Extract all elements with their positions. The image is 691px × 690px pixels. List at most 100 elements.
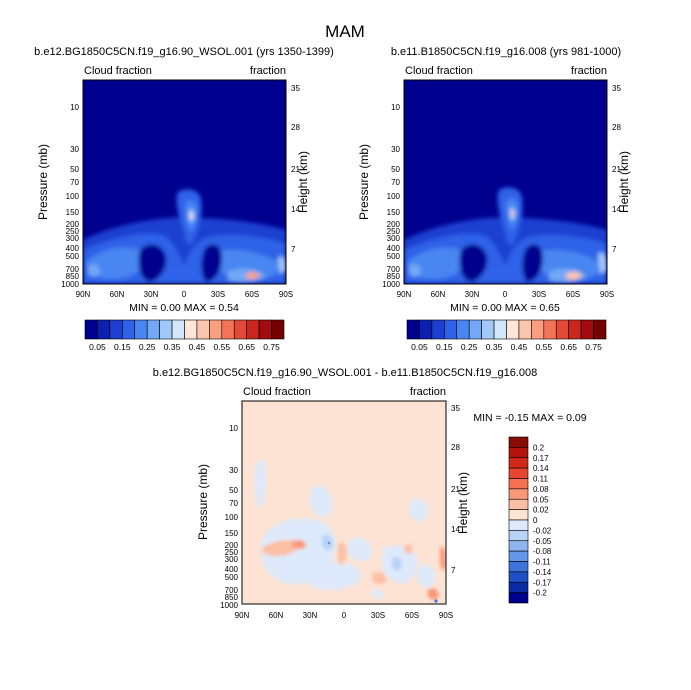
colorbar-label: 0.05 — [411, 342, 428, 352]
y-right-tick-14: 14 — [451, 525, 460, 534]
y-tick-400: 400 — [66, 244, 80, 253]
x-tick-60n: 60N — [110, 290, 125, 299]
colorbar-swatch — [580, 319, 594, 340]
colorbar-swatch — [468, 319, 482, 340]
colorbar-swatch — [508, 447, 529, 459]
colorbar-label: 0.05 — [533, 495, 549, 504]
y-tick-70: 70 — [70, 178, 79, 187]
colorbar-label: -0.05 — [533, 537, 552, 546]
y-axis-right-label: Height (km) — [296, 151, 310, 213]
y-tick-30: 30 — [229, 466, 238, 475]
colorbar-swatch — [508, 488, 529, 500]
x-tick-0: 0 — [342, 611, 347, 620]
colorbar-label: -0.17 — [533, 578, 552, 587]
colorbar-swatch — [508, 530, 529, 542]
colorbar-swatch — [146, 319, 160, 340]
y-tick-1000: 1000 — [220, 601, 238, 610]
x-tick-60s: 60S — [245, 290, 259, 299]
y-tick-300: 300 — [66, 234, 80, 243]
y-right-tick-28: 28 — [451, 443, 460, 452]
colorbar-swatch — [406, 319, 420, 340]
colorbar-label: 0.17 — [533, 454, 549, 463]
contour-field — [242, 401, 446, 604]
y-tick-700: 700 — [225, 586, 239, 595]
colorbar-swatch — [493, 319, 507, 340]
colorbar-swatch — [221, 319, 235, 340]
y-tick-50: 50 — [70, 165, 79, 174]
x-tick-90n: 90N — [397, 290, 412, 299]
colorbar-label: 0.45 — [511, 342, 528, 352]
y-right-tick-21: 21 — [612, 165, 621, 174]
y-tick-200: 200 — [225, 541, 239, 550]
x-axis: 90N 60N 30N 0 30S 60S 90S — [76, 290, 293, 299]
y-right-tick-7: 7 — [612, 245, 617, 254]
y-axis-left: 10 30 50 70 100 150 200 250 300 400 500 … — [61, 103, 79, 289]
x-tick-60s: 60S — [405, 611, 419, 620]
contour-field — [83, 80, 286, 284]
contour-field — [404, 80, 607, 284]
colorbar-swatch — [134, 319, 148, 340]
colorbar-swatch — [444, 319, 458, 340]
y-tick-30: 30 — [70, 145, 79, 154]
panel-top-right: b.e11.B1850C5CN.f19_g16.008 (yrs 981-100… — [357, 46, 631, 352]
y-axis-right-label: Height (km) — [456, 472, 470, 534]
y-tick-850: 850 — [387, 272, 401, 281]
colorbar-label: 0.25 — [139, 342, 156, 352]
colorbar-swatch — [209, 319, 223, 340]
colorbar-label: -0.14 — [533, 568, 552, 577]
y-tick-70: 70 — [391, 178, 400, 187]
x-tick-30n: 30N — [144, 290, 159, 299]
y-right-tick-28: 28 — [291, 123, 300, 132]
colorbar-label: -0.11 — [533, 558, 551, 567]
y-tick-150: 150 — [225, 529, 239, 538]
colorbar: 0.20.170.140.110.080.050.020-0.02-0.05-0… — [508, 436, 552, 604]
colorbar-label: 0.08 — [533, 485, 549, 494]
colorbar-label: 0.35 — [486, 342, 503, 352]
colorbar-swatch — [456, 319, 470, 340]
y-tick-1000: 1000 — [382, 280, 400, 289]
y-tick-400: 400 — [387, 244, 401, 253]
x-tick-30s: 30S — [211, 290, 225, 299]
y-tick-300: 300 — [225, 555, 239, 564]
colorbar: 0.05 0.15 0.25 0.35 0.45 0.55 0.65 0.75 — [84, 319, 285, 352]
figure-title: MAM — [325, 22, 365, 41]
fraction-label: fraction — [410, 386, 446, 398]
colorbar-swatch — [159, 319, 173, 340]
colorbar-swatch — [508, 519, 529, 531]
colorbar: 0.05 0.15 0.25 0.35 0.45 0.55 0.65 0.75 — [406, 319, 607, 352]
colorbar-swatch — [508, 592, 529, 604]
min-max-stats: MIN = 0.00 MAX = 0.65 — [450, 302, 560, 314]
panel-title: b.e12.BG1850C5CN.f19_g16.90_WSOL.001 - b… — [153, 367, 537, 379]
y-tick-70: 70 — [229, 499, 238, 508]
x-tick-90s: 90S — [439, 611, 453, 620]
colorbar-swatch — [508, 561, 529, 573]
colorbar-label: 0.65 — [560, 342, 577, 352]
panel-title: b.e12.BG1850C5CN.f19_g16.90_WSOL.001 (yr… — [34, 46, 334, 58]
x-tick-90s: 90S — [279, 290, 293, 299]
colorbar-label: 0.11 — [533, 475, 549, 484]
y-right-tick-7: 7 — [451, 566, 456, 575]
y-tick-150: 150 — [387, 208, 401, 217]
y-right-tick-14: 14 — [291, 205, 300, 214]
colorbar-swatch — [508, 498, 529, 510]
colorbar-swatch — [531, 319, 545, 340]
y-tick-400: 400 — [225, 565, 239, 574]
colorbar-swatch — [508, 571, 529, 583]
y-tick-200: 200 — [66, 220, 80, 229]
colorbar-swatch — [543, 319, 557, 340]
fraction-label: fraction — [250, 65, 286, 77]
colorbar-swatch — [84, 319, 98, 340]
fraction-label: fraction — [571, 65, 607, 77]
y-tick-250: 250 — [225, 548, 239, 557]
y-right-tick-21: 21 — [451, 485, 460, 494]
colorbar-label: -0.08 — [533, 547, 552, 556]
colorbar-label: 0.15 — [114, 342, 131, 352]
x-tick-30n: 30N — [303, 611, 318, 620]
y-right-tick-14: 14 — [612, 205, 621, 214]
colorbar-label: -0.02 — [533, 526, 552, 535]
x-tick-30n: 30N — [465, 290, 480, 299]
y-axis-right: 35 28 21 14 7 — [612, 84, 621, 254]
colorbar-label: 0.55 — [536, 342, 553, 352]
panel-bottom: b.e12.BG1850C5CN.f19_g16.90_WSOL.001 - b… — [153, 367, 587, 620]
colorbar-label: 0.05 — [89, 342, 106, 352]
